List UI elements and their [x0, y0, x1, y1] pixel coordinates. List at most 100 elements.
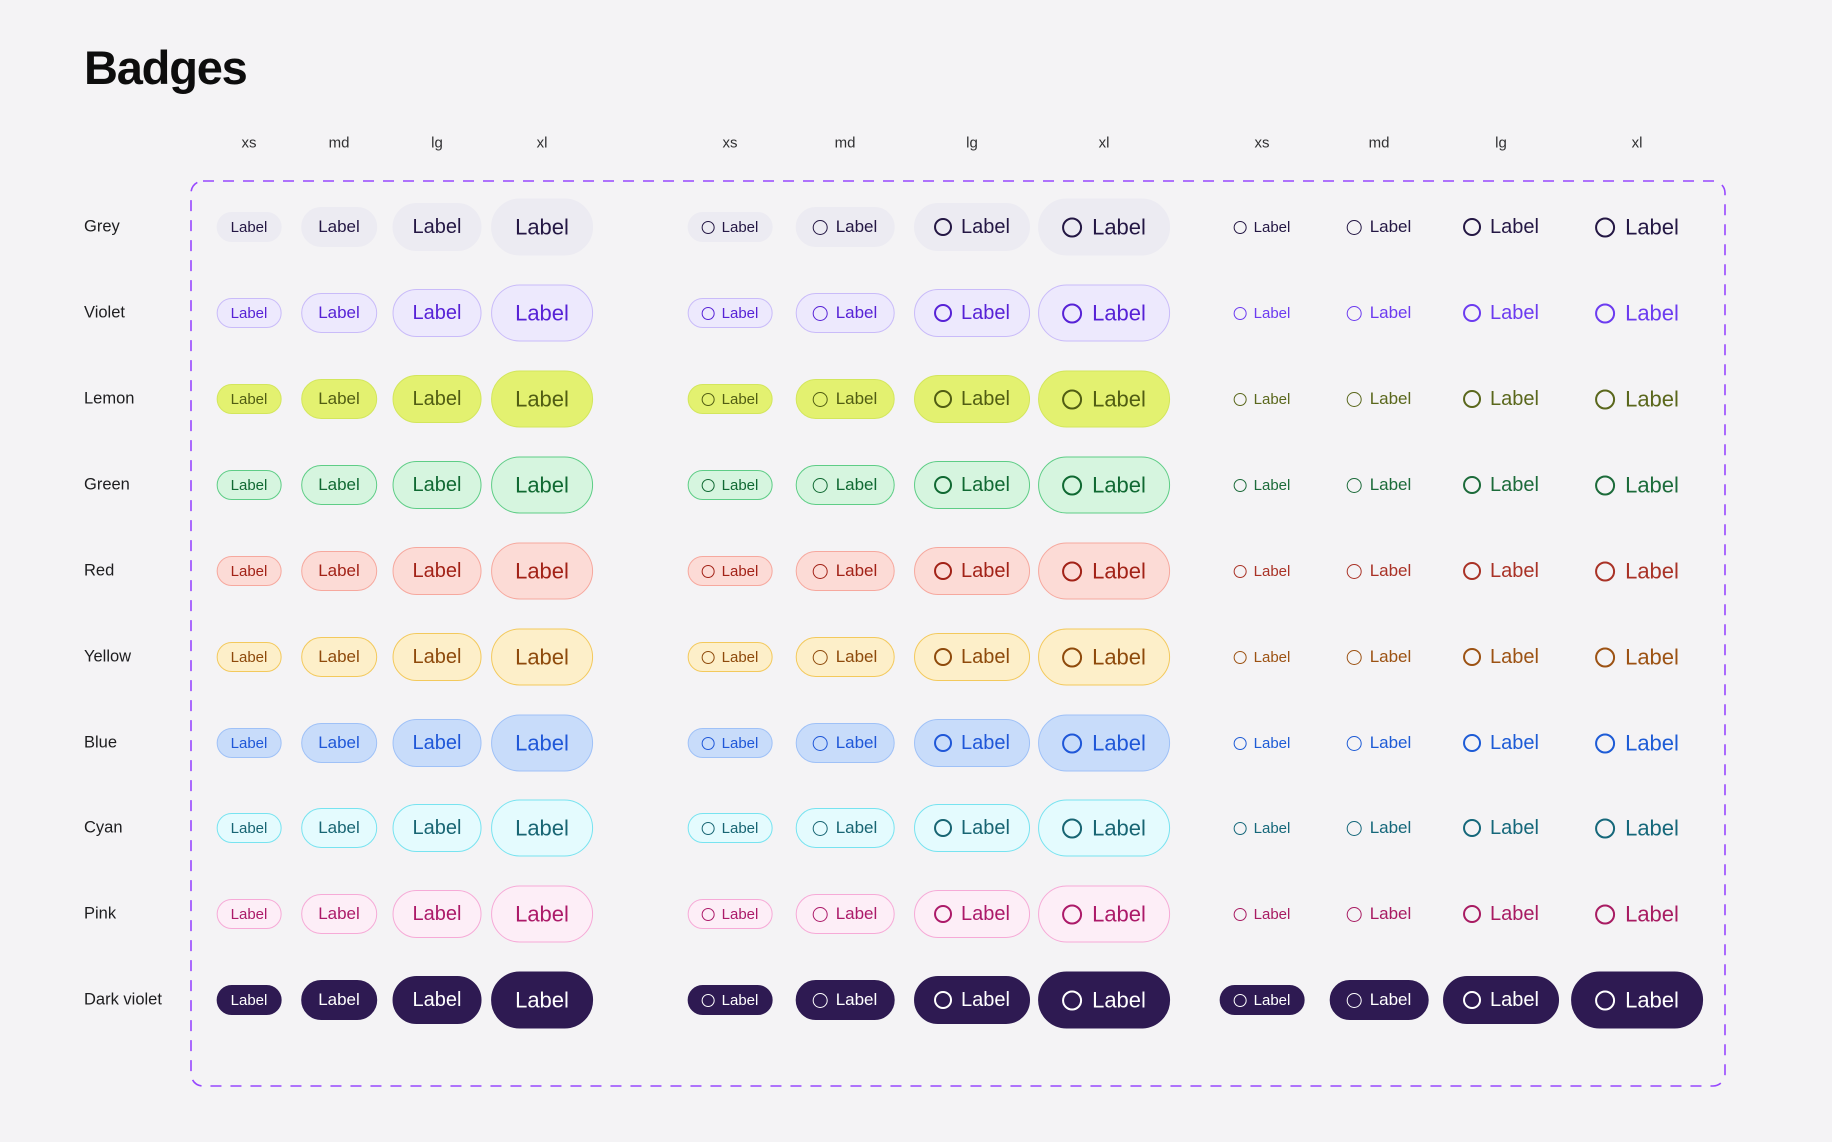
badge-blue-filled-md[interactable]: Label	[301, 723, 377, 763]
badge-pink-text-icon-md[interactable]: Label	[1346, 894, 1411, 934]
badge-blue-filled-icon-xs[interactable]: Label	[687, 728, 773, 758]
badge-dark-violet-filled-lg[interactable]: Label	[392, 976, 482, 1024]
badge-blue-filled-icon-md[interactable]: Label	[795, 723, 895, 763]
badge-blue-filled-icon-lg[interactable]: Label	[914, 719, 1030, 767]
badge-pink-filled-md[interactable]: Label	[301, 894, 377, 934]
badge-lemon-filled-icon-xs[interactable]: Label	[687, 384, 773, 414]
badge-green-text-icon-lg[interactable]: Label	[1463, 461, 1539, 509]
badge-lemon-text-icon-lg[interactable]: Label	[1463, 375, 1539, 423]
badge-green-filled-icon-md[interactable]: Label	[795, 465, 895, 505]
badge-grey-filled-icon-xs[interactable]: Label	[687, 212, 773, 242]
badge-cyan-text-icon-xs[interactable]: Label	[1233, 813, 1290, 843]
badge-cyan-filled-xl[interactable]: Label	[491, 799, 593, 857]
badge-lemon-filled-xl[interactable]: Label	[491, 370, 593, 428]
badge-pink-filled-xl[interactable]: Label	[491, 885, 593, 943]
badge-pink-filled-icon-lg[interactable]: Label	[914, 890, 1030, 938]
badge-blue-text-icon-xs[interactable]: Label	[1233, 728, 1290, 758]
badge-pink-text-icon-xl[interactable]: Label	[1595, 886, 1679, 943]
badge-dark-violet-filled-md[interactable]: Label	[301, 980, 377, 1020]
badge-grey-text-icon-xl[interactable]: Label	[1595, 199, 1679, 256]
badge-lemon-text-icon-xl[interactable]: Label	[1595, 371, 1679, 428]
badge-blue-filled-icon-xl[interactable]: Label	[1038, 714, 1170, 772]
badge-red-filled-icon-xl[interactable]: Label	[1038, 542, 1170, 600]
badge-violet-text-icon-lg[interactable]: Label	[1463, 289, 1539, 337]
badge-pink-filled-icon-xl[interactable]: Label	[1038, 885, 1170, 943]
badge-lemon-filled-icon-md[interactable]: Label	[795, 379, 895, 419]
badge-dark-violet-text-icon-md[interactable]: Label	[1329, 980, 1429, 1020]
badge-violet-filled-xs[interactable]: Label	[216, 298, 282, 328]
badge-grey-text-icon-md[interactable]: Label	[1346, 207, 1411, 247]
badge-yellow-filled-lg[interactable]: Label	[392, 633, 482, 681]
badge-grey-filled-icon-xl[interactable]: Label	[1038, 198, 1170, 256]
badge-blue-text-icon-lg[interactable]: Label	[1463, 719, 1539, 767]
badge-pink-filled-xs[interactable]: Label	[216, 899, 282, 929]
badge-pink-text-icon-lg[interactable]: Label	[1463, 890, 1539, 938]
badge-yellow-text-icon-xl[interactable]: Label	[1595, 629, 1679, 686]
badge-violet-text-icon-xs[interactable]: Label	[1233, 298, 1290, 328]
badge-red-filled-icon-md[interactable]: Label	[795, 551, 895, 591]
badge-green-filled-xl[interactable]: Label	[491, 456, 593, 514]
badge-green-text-icon-xs[interactable]: Label	[1233, 470, 1290, 500]
badge-red-filled-xs[interactable]: Label	[216, 556, 282, 586]
badge-blue-text-icon-xl[interactable]: Label	[1595, 715, 1679, 772]
badge-blue-text-icon-md[interactable]: Label	[1346, 723, 1411, 763]
badge-cyan-filled-lg[interactable]: Label	[392, 804, 482, 852]
badge-yellow-filled-icon-xs[interactable]: Label	[687, 642, 773, 672]
badge-red-filled-icon-xs[interactable]: Label	[687, 556, 773, 586]
badge-cyan-filled-icon-xs[interactable]: Label	[687, 813, 773, 843]
badge-violet-filled-icon-md[interactable]: Label	[795, 293, 895, 333]
badge-violet-text-icon-xl[interactable]: Label	[1595, 285, 1679, 342]
badge-dark-violet-filled-xl[interactable]: Label	[491, 971, 593, 1029]
badge-cyan-filled-md[interactable]: Label	[301, 808, 377, 848]
badge-yellow-filled-md[interactable]: Label	[301, 637, 377, 677]
badge-violet-filled-icon-xl[interactable]: Label	[1038, 284, 1170, 342]
badge-red-text-icon-lg[interactable]: Label	[1463, 547, 1539, 595]
badge-dark-violet-filled-icon-xl[interactable]: Label	[1038, 971, 1170, 1029]
badge-grey-filled-icon-lg[interactable]: Label	[914, 203, 1030, 251]
badge-green-filled-icon-xl[interactable]: Label	[1038, 456, 1170, 514]
badge-green-filled-lg[interactable]: Label	[392, 461, 482, 509]
badge-violet-filled-lg[interactable]: Label	[392, 289, 482, 337]
badge-red-filled-icon-lg[interactable]: Label	[914, 547, 1030, 595]
badge-dark-violet-filled-icon-lg[interactable]: Label	[914, 976, 1030, 1024]
badge-green-text-icon-md[interactable]: Label	[1346, 465, 1411, 505]
badge-dark-violet-filled-xs[interactable]: Label	[216, 985, 282, 1015]
badge-cyan-text-icon-xl[interactable]: Label	[1595, 800, 1679, 857]
badge-green-filled-md[interactable]: Label	[301, 465, 377, 505]
badge-lemon-text-icon-md[interactable]: Label	[1346, 379, 1411, 419]
badge-lemon-filled-xs[interactable]: Label	[216, 384, 282, 414]
badge-dark-violet-text-icon-lg[interactable]: Label	[1443, 976, 1559, 1024]
badge-violet-filled-icon-xs[interactable]: Label	[687, 298, 773, 328]
badge-pink-filled-icon-xs[interactable]: Label	[687, 899, 773, 929]
badge-cyan-filled-icon-xl[interactable]: Label	[1038, 799, 1170, 857]
badge-pink-text-icon-xs[interactable]: Label	[1233, 899, 1290, 929]
badge-violet-filled-icon-lg[interactable]: Label	[914, 289, 1030, 337]
badge-red-filled-md[interactable]: Label	[301, 551, 377, 591]
badge-violet-filled-md[interactable]: Label	[301, 293, 377, 333]
badge-cyan-text-icon-lg[interactable]: Label	[1463, 804, 1539, 852]
badge-dark-violet-filled-icon-xs[interactable]: Label	[687, 985, 773, 1015]
badge-yellow-text-icon-xs[interactable]: Label	[1233, 642, 1290, 672]
badge-cyan-filled-icon-lg[interactable]: Label	[914, 804, 1030, 852]
badge-yellow-text-icon-lg[interactable]: Label	[1463, 633, 1539, 681]
badge-blue-filled-xs[interactable]: Label	[216, 728, 282, 758]
badge-yellow-filled-icon-xl[interactable]: Label	[1038, 628, 1170, 686]
badge-lemon-filled-icon-lg[interactable]: Label	[914, 375, 1030, 423]
badge-pink-filled-lg[interactable]: Label	[392, 890, 482, 938]
badge-blue-filled-xl[interactable]: Label	[491, 714, 593, 772]
badge-lemon-filled-lg[interactable]: Label	[392, 375, 482, 423]
badge-green-filled-icon-lg[interactable]: Label	[914, 461, 1030, 509]
badge-yellow-filled-xs[interactable]: Label	[216, 642, 282, 672]
badge-dark-violet-filled-icon-md[interactable]: Label	[795, 980, 895, 1020]
badge-dark-violet-text-icon-xl[interactable]: Label	[1571, 971, 1703, 1029]
badge-dark-violet-text-icon-xs[interactable]: Label	[1219, 985, 1305, 1015]
badge-red-filled-xl[interactable]: Label	[491, 542, 593, 600]
badge-grey-text-icon-xs[interactable]: Label	[1233, 212, 1290, 242]
badge-lemon-filled-md[interactable]: Label	[301, 379, 377, 419]
badge-violet-text-icon-md[interactable]: Label	[1346, 293, 1411, 333]
badge-cyan-filled-xs[interactable]: Label	[216, 813, 282, 843]
badge-blue-filled-lg[interactable]: Label	[392, 719, 482, 767]
badge-grey-filled-xs[interactable]: Label	[216, 212, 282, 242]
badge-yellow-filled-xl[interactable]: Label	[491, 628, 593, 686]
badge-lemon-filled-icon-xl[interactable]: Label	[1038, 370, 1170, 428]
